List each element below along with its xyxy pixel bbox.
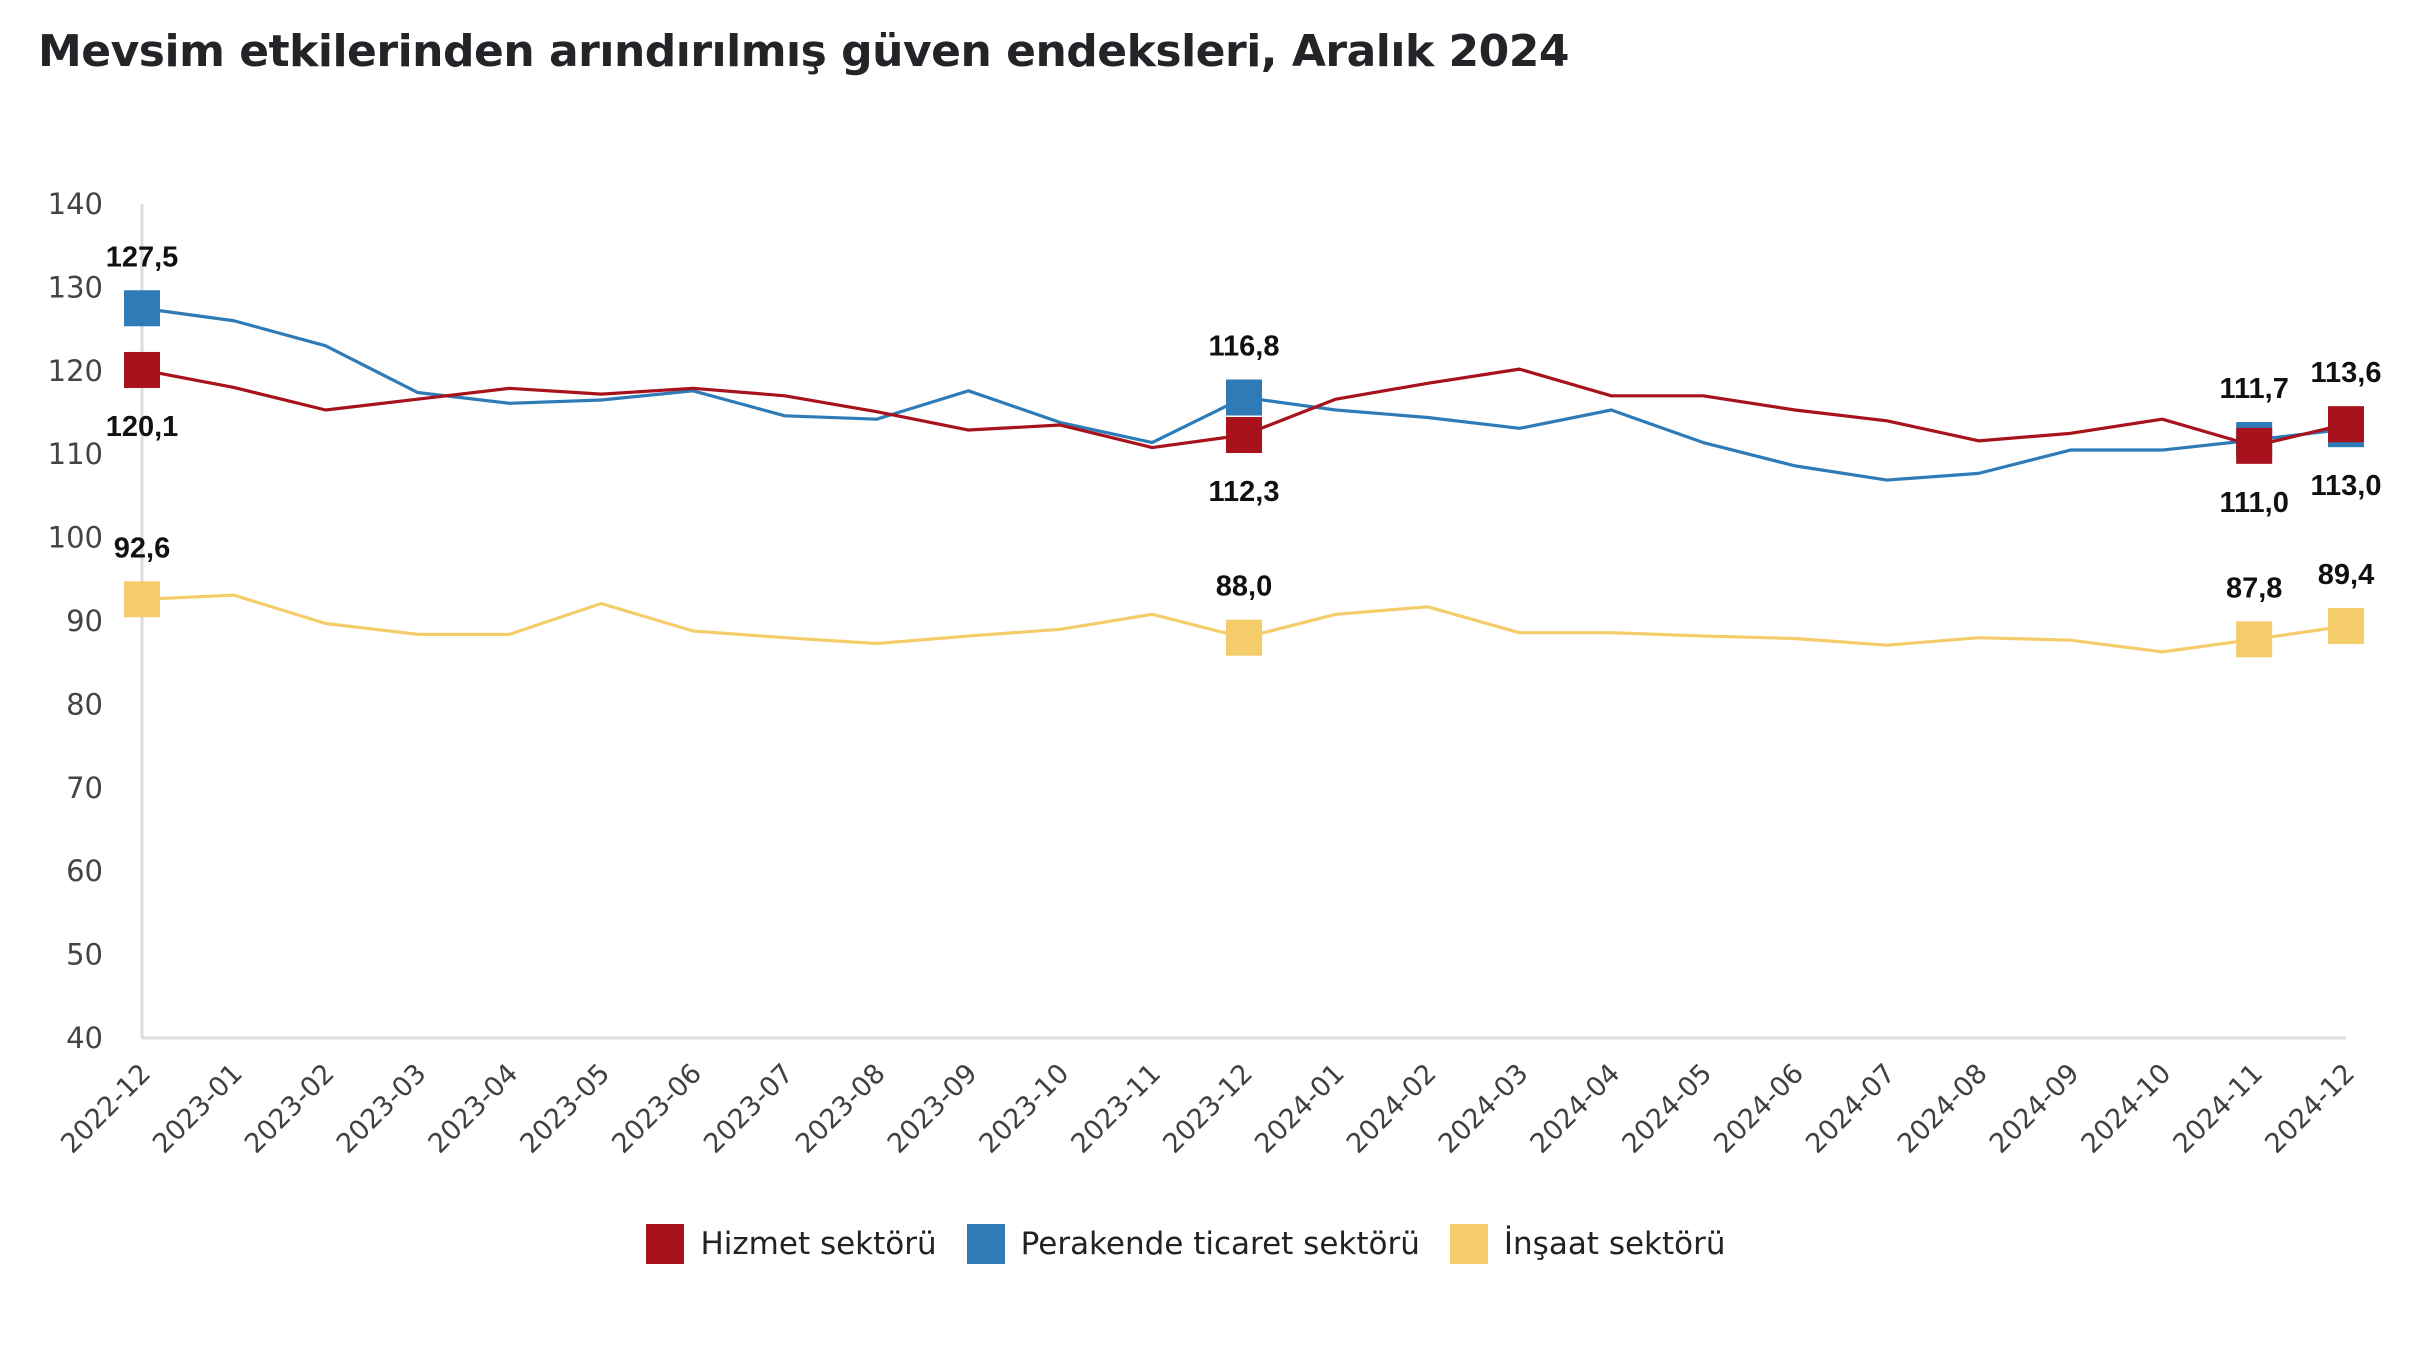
data-point-marker xyxy=(124,290,160,327)
x-tick-label: 2023-03 xyxy=(331,1058,433,1160)
x-tick-label: 2022-12 xyxy=(55,1058,157,1160)
x-tick-label: 2023-11 xyxy=(1065,1058,1167,1160)
data-point-marker xyxy=(124,351,160,388)
data-label: 113,0 xyxy=(2311,470,2382,502)
legend-swatch-perakende-icon xyxy=(966,1224,1005,1264)
y-tick-label: 110 xyxy=(48,437,103,471)
data-point-marker xyxy=(1226,379,1262,416)
data-label: 92,6 xyxy=(114,532,170,564)
data-point-marker xyxy=(2328,406,2364,443)
y-tick-label: 120 xyxy=(48,354,103,388)
x-tick-label: 2023-04 xyxy=(423,1058,525,1160)
data-label: 87,8 xyxy=(2226,572,2282,604)
data-label: 111,0 xyxy=(2219,487,2288,519)
y-tick-label: 100 xyxy=(48,521,103,555)
legend-label: Perakende ticaret sektörü xyxy=(1020,1226,1420,1262)
x-tick-label: 2024-10 xyxy=(2076,1058,2178,1160)
y-tick-label: 130 xyxy=(48,270,103,304)
x-tick-label: 2024-02 xyxy=(1341,1058,1443,1160)
y-tick-label: 70 xyxy=(66,771,103,805)
data-label: 111,7 xyxy=(2219,373,2288,405)
y-axis-ticks: 140 130 120 110 100 90 80 70 60 50 40 xyxy=(48,187,103,1055)
y-tick-label: 90 xyxy=(66,604,103,638)
y-tick-label: 140 xyxy=(48,187,103,221)
x-tick-label: 2023-06 xyxy=(606,1058,708,1160)
data-labels: 120,1 112,3 111,0 113,6 127,5 116,8 111,7 113,0… xyxy=(106,241,2382,604)
x-axis-ticks: 2022-122023-012023-022023-032023-042023-… xyxy=(55,1058,2361,1160)
legend-label: İnşaat sektörü xyxy=(1503,1226,1726,1262)
data-label: 127,5 xyxy=(106,241,179,273)
data-point-marker xyxy=(1226,619,1262,656)
x-tick-label: 2024-05 xyxy=(1616,1058,1718,1160)
x-tick-label: 2023-05 xyxy=(514,1058,616,1160)
data-label: 116,8 xyxy=(1209,330,1280,362)
x-tick-label: 2024-12 xyxy=(2259,1058,2361,1160)
y-tick-label: 40 xyxy=(66,1021,103,1055)
x-tick-label: 2023-08 xyxy=(790,1058,892,1160)
data-point-marker xyxy=(2236,427,2273,464)
legend-label: Hizmet sektörü xyxy=(700,1226,937,1262)
x-tick-label: 2023-09 xyxy=(882,1058,984,1160)
data-label: 113,6 xyxy=(2311,357,2382,389)
x-tick-label: 2023-10 xyxy=(974,1058,1076,1160)
x-tick-label: 2024-03 xyxy=(1433,1058,1535,1160)
x-tick-label: 2024-08 xyxy=(1892,1058,1994,1160)
legend-item-perakende[interactable]: Perakende ticaret sektörü xyxy=(966,1224,1420,1264)
y-tick-label: 50 xyxy=(66,938,103,972)
y-tick-label: 60 xyxy=(66,854,103,888)
chart-title: Mevsim etkilerinden arındırılmış güven e… xyxy=(38,26,1569,77)
data-point-marker xyxy=(2236,621,2273,658)
x-tick-label: 2024-01 xyxy=(1249,1058,1351,1160)
legend-swatch-hizmet-icon xyxy=(646,1224,685,1264)
legend: Hizmet sektörü Perakende ticaret sektörü… xyxy=(0,1224,2402,1264)
data-label: 89,4 xyxy=(2318,559,2374,591)
x-tick-label: 2024-06 xyxy=(1708,1058,1810,1160)
x-tick-label: 2023-02 xyxy=(239,1058,341,1160)
data-point-marker xyxy=(1226,417,1262,454)
x-tick-label: 2024-09 xyxy=(1984,1058,2086,1160)
x-tick-label: 2023-01 xyxy=(147,1058,249,1160)
data-point-marker xyxy=(2328,608,2364,645)
data-label: 88,0 xyxy=(1216,571,1272,603)
legend-swatch-insaat-icon xyxy=(1449,1224,1488,1264)
x-tick-label: 2024-11 xyxy=(2167,1058,2269,1160)
x-tick-label: 2024-07 xyxy=(1800,1058,1902,1160)
data-label: 112,3 xyxy=(1209,476,1280,508)
x-tick-label: 2023-12 xyxy=(1157,1058,1259,1160)
data-label: 120,1 xyxy=(106,411,179,443)
y-tick-label: 80 xyxy=(66,687,103,721)
x-tick-label: 2023-07 xyxy=(698,1058,800,1160)
data-point-marker xyxy=(124,581,160,618)
x-tick-label: 2024-04 xyxy=(1525,1058,1627,1160)
legend-item-hizmet[interactable]: Hizmet sektörü xyxy=(646,1224,937,1264)
series-markers xyxy=(124,290,2364,658)
axes xyxy=(140,204,2346,1040)
legend-item-insaat[interactable]: İnşaat sektörü xyxy=(1449,1224,1726,1264)
